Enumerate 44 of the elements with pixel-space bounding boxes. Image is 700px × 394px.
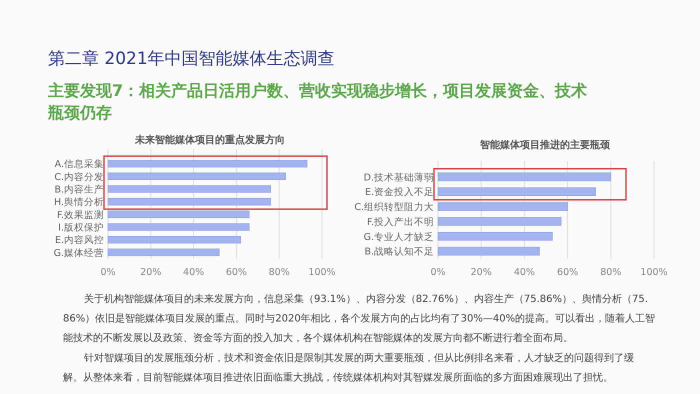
- text: 第二章 2021年中国智能媒体生态调查: [48, 49, 335, 69]
- x-tick-label: 40%: [183, 267, 204, 278]
- bar: [438, 187, 596, 196]
- y-tick-label: E.资金投入不足: [364, 186, 434, 198]
- bar: [108, 185, 271, 193]
- x-tick-label: 100%: [308, 267, 336, 278]
- bar: [108, 236, 241, 244]
- text: 主要发现7：相关产品日活用户数、营收实现稳步增长，项目发展资金、技术瓶颈仍存: [47, 81, 588, 122]
- y-tick-label: B.战略认知不足: [364, 246, 434, 258]
- x-tick-label: 100%: [640, 267, 668, 278]
- x-tick-label: 0%: [100, 267, 116, 278]
- y-tick-label: C.组织转型阻力大: [354, 201, 434, 214]
- x-tick-label: 20%: [140, 267, 162, 278]
- y-tick-label: I.版权保护: [58, 222, 104, 234]
- text: 针对智媒项目的发展瓶颈分析，技术和资金依旧是限制其发展的两大重要瓶颈，但从比例排名来看，人才缺乏的问题得到了缓解。从整体来看，目前智能媒体项目推进依旧面临重大挑战，传统媒体机构对其智媒发展所面临的多方面困难展现出了担忧。: [63, 352, 634, 384]
- chart-title: 未来智能媒体项目的重点发展方向: [134, 134, 285, 146]
- bar: [438, 217, 562, 226]
- chart-title: 智能媒体项目推进的主要瓶颈: [479, 139, 611, 151]
- y-tick-label: C.内容分发: [54, 170, 104, 183]
- bar: [108, 160, 308, 168]
- y-tick-label: E.内容风控: [54, 234, 104, 246]
- bar: [438, 232, 553, 241]
- x-tick-label: 60%: [557, 267, 578, 278]
- y-tick-label: F.效果监测: [57, 208, 104, 221]
- bar: [108, 248, 220, 256]
- bar: [108, 223, 250, 231]
- bar: [108, 172, 286, 180]
- bar: [108, 210, 250, 218]
- y-tick-label: G.专业人才缺乏: [364, 230, 434, 243]
- bar: [108, 198, 271, 206]
- x-tick-label: 60%: [226, 267, 247, 278]
- bar: [438, 172, 612, 182]
- y-tick-label: A.信息采集: [54, 158, 104, 170]
- y-tick-label: D.技术基础薄弱: [364, 171, 434, 184]
- y-tick-label: F.投入产出不明: [367, 216, 434, 228]
- bar: [438, 202, 568, 211]
- y-tick-label: G.媒体经营: [54, 246, 104, 259]
- x-tick-label: 20%: [470, 267, 492, 278]
- bar: [438, 246, 540, 256]
- x-tick-label: 40%: [514, 267, 535, 278]
- text: 关于机构智能媒体项目的未来发展方向，信息采集（93.1%）、内容分发（82.76%）、内容生产（75.86%）、舆情分析（75.86%）依旧是智能媒体项目发展的重点。同时与2020年相比，各个发展方向的占比均有了30%—40%的提高。可以看出，随着人工智能技术的不断发展以及政策、资金等方面的投入加大，各个媒体机构在智能媒体的发展方向都不断进行着全面布局。: [63, 293, 656, 344]
- x-tick-label: 80%: [600, 267, 622, 278]
- x-tick-label: 80%: [268, 267, 290, 278]
- x-tick-label: 0%: [430, 267, 446, 278]
